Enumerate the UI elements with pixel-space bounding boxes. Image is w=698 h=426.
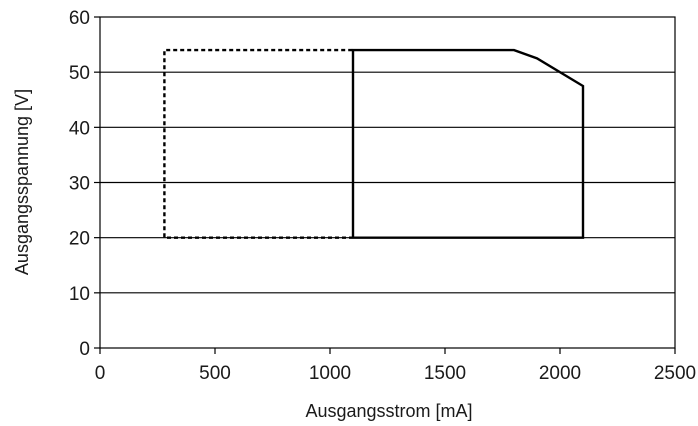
x-tick-label-1500: 1500 (424, 363, 466, 384)
x-tick-label-500: 500 (199, 363, 231, 384)
x-tick-label-2000: 2000 (539, 363, 581, 384)
y-tick-label-60: 60 (69, 8, 90, 29)
y-tick-label-20: 20 (69, 229, 90, 250)
x-tick-label-1000: 1000 (309, 363, 351, 384)
y-tick-label-40: 40 (69, 118, 90, 139)
y-tick-label-0: 0 (79, 339, 90, 360)
x-axis-label: Ausgangsstrom [mA] (305, 401, 472, 421)
y-tick-label-50: 50 (69, 63, 90, 84)
tick-labels: 0 10 20 30 40 50 60 0 500 1000 1500 2000 2500 (69, 8, 696, 384)
series-line-solid (351, 48, 585, 239)
series-line-dashed (163, 48, 353, 239)
ticks (94, 16, 676, 354)
x-tick-label-0: 0 (95, 363, 106, 384)
x-tick-label-2500: 2500 (654, 363, 696, 384)
series-layer (163, 48, 585, 239)
grid (100, 71, 675, 294)
y-tick-label-30: 30 (69, 174, 90, 195)
y-axis-label: Ausgangsspannung [V] (12, 89, 32, 275)
y-tick-label-10: 10 (69, 284, 90, 305)
